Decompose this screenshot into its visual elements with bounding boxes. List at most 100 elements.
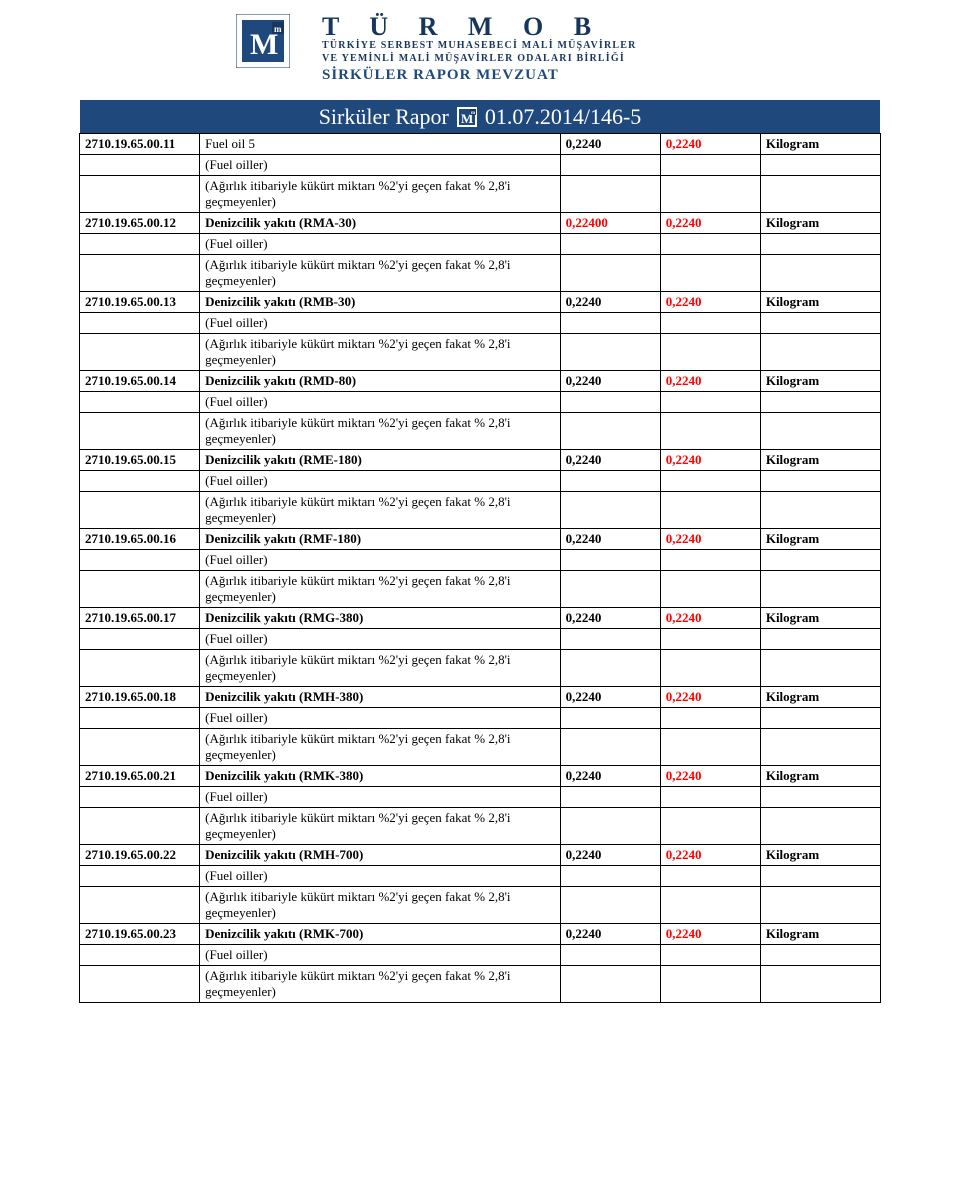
cell-code: 2710.19.65.00.18 bbox=[80, 687, 200, 708]
cell-code: 2710.19.65.00.15 bbox=[80, 450, 200, 471]
table-subrow: (Fuel oiller) bbox=[80, 866, 881, 887]
cell-empty bbox=[80, 787, 200, 808]
cell-unit: Kilogram bbox=[760, 687, 880, 708]
org-name: T Ü R M O B bbox=[322, 14, 960, 40]
cell-empty bbox=[560, 571, 660, 608]
cell-empty bbox=[80, 392, 200, 413]
cell-unit: Kilogram bbox=[760, 608, 880, 629]
table-subrow: (Ağırlık itibariyle kükürt miktarı %2'yi… bbox=[80, 255, 881, 292]
cell-empty bbox=[760, 234, 880, 255]
table-subrow: (Fuel oiller) bbox=[80, 471, 881, 492]
cell-value-2: 0,2240 bbox=[660, 766, 760, 787]
cell-empty bbox=[80, 255, 200, 292]
cell-fueloiller: (Fuel oiller) bbox=[200, 787, 560, 808]
table-subrow: (Ağırlık itibariyle kükürt miktarı %2'yi… bbox=[80, 334, 881, 371]
table-subrow: (Ağırlık itibariyle kükürt miktarı %2'yi… bbox=[80, 650, 881, 687]
cell-desc: Denizcilik yakıtı (RMK-380) bbox=[200, 766, 560, 787]
cell-note: (Ağırlık itibariyle kükürt miktarı %2'yi… bbox=[200, 887, 560, 924]
cell-value-1: 0,2240 bbox=[560, 371, 660, 392]
table-subrow: (Fuel oiller) bbox=[80, 787, 881, 808]
cell-empty bbox=[760, 808, 880, 845]
cell-empty bbox=[760, 650, 880, 687]
cell-value-1: 0,2240 bbox=[560, 766, 660, 787]
cell-empty bbox=[560, 492, 660, 529]
cell-value-2: 0,2240 bbox=[660, 687, 760, 708]
cell-desc: Denizcilik yakıtı (RMF-180) bbox=[200, 529, 560, 550]
cell-empty bbox=[560, 550, 660, 571]
cell-empty bbox=[660, 550, 760, 571]
cell-empty bbox=[560, 729, 660, 766]
table-subrow: (Ağırlık itibariyle kükürt miktarı %2'yi… bbox=[80, 808, 881, 845]
cell-empty bbox=[760, 887, 880, 924]
cell-empty bbox=[760, 787, 880, 808]
cell-desc: Denizcilik yakıtı (RMG-380) bbox=[200, 608, 560, 629]
cell-empty bbox=[760, 945, 880, 966]
cell-empty bbox=[80, 313, 200, 334]
cell-note: (Ağırlık itibariyle kükürt miktarı %2'yi… bbox=[200, 334, 560, 371]
cell-note: (Ağırlık itibariyle kükürt miktarı %2'yi… bbox=[200, 650, 560, 687]
cell-empty bbox=[760, 966, 880, 1003]
cell-empty bbox=[560, 413, 660, 450]
cell-value-1: 0,2240 bbox=[560, 608, 660, 629]
cell-desc: Denizcilik yakıtı (RMD-80) bbox=[200, 371, 560, 392]
cell-empty bbox=[760, 155, 880, 176]
cell-note: (Ağırlık itibariyle kükürt miktarı %2'yi… bbox=[200, 808, 560, 845]
cell-empty bbox=[760, 392, 880, 413]
table-subrow: (Fuel oiller) bbox=[80, 392, 881, 413]
cell-empty bbox=[760, 571, 880, 608]
cell-empty bbox=[660, 945, 760, 966]
doc-title-left: Sirküler Rapor bbox=[319, 104, 449, 130]
cell-empty bbox=[560, 392, 660, 413]
table-row: 2710.19.65.00.22Denizcilik yakıtı (RMH-7… bbox=[80, 845, 881, 866]
cell-empty bbox=[80, 471, 200, 492]
cell-fueloiller: (Fuel oiller) bbox=[200, 234, 560, 255]
cell-empty bbox=[660, 866, 760, 887]
data-table: 2710.19.65.00.11Fuel oil 50,22400,2240Ki… bbox=[79, 133, 881, 1003]
cell-value-1: 0,2240 bbox=[560, 924, 660, 945]
cell-value-1: 0,2240 bbox=[560, 134, 660, 155]
cell-value-2: 0,2240 bbox=[660, 292, 760, 313]
cell-value-1: 0,22400 bbox=[560, 213, 660, 234]
org-subtitle-2: VE YEMİNLİ MALİ MÜŞAVİRLER ODALARI BİRLİ… bbox=[322, 53, 960, 66]
table-subrow: (Fuel oiller) bbox=[80, 708, 881, 729]
cell-code: 2710.19.65.00.22 bbox=[80, 845, 200, 866]
table-subrow: (Ağırlık itibariyle kükürt miktarı %2'yi… bbox=[80, 966, 881, 1003]
cell-empty bbox=[660, 629, 760, 650]
cell-empty bbox=[760, 471, 880, 492]
cell-empty bbox=[80, 234, 200, 255]
cell-empty bbox=[760, 492, 880, 529]
cell-code: 2710.19.65.00.16 bbox=[80, 529, 200, 550]
cell-unit: Kilogram bbox=[760, 292, 880, 313]
cell-empty bbox=[80, 650, 200, 687]
cell-empty bbox=[660, 650, 760, 687]
table-subrow: (Ağırlık itibariyle kükürt miktarı %2'yi… bbox=[80, 413, 881, 450]
cell-empty bbox=[660, 413, 760, 450]
cell-empty bbox=[80, 571, 200, 608]
cell-desc: Denizcilik yakıtı (RMK-700) bbox=[200, 924, 560, 945]
cell-note: (Ağırlık itibariyle kükürt miktarı %2'yi… bbox=[200, 571, 560, 608]
cell-unit: Kilogram bbox=[760, 845, 880, 866]
cell-empty bbox=[560, 176, 660, 213]
cell-empty bbox=[80, 492, 200, 529]
cell-empty bbox=[660, 234, 760, 255]
doc-title: Sirküler Rapor M m 01.07.2014/146-5 bbox=[319, 104, 642, 130]
cell-empty bbox=[660, 334, 760, 371]
cell-empty bbox=[560, 313, 660, 334]
cell-code: 2710.19.65.00.17 bbox=[80, 608, 200, 629]
cell-unit: Kilogram bbox=[760, 450, 880, 471]
cell-empty bbox=[560, 334, 660, 371]
cell-fueloiller: (Fuel oiller) bbox=[200, 629, 560, 650]
cell-empty bbox=[80, 866, 200, 887]
cell-empty bbox=[80, 550, 200, 571]
cell-empty bbox=[660, 808, 760, 845]
table-subrow: (Ağırlık itibariyle kükürt miktarı %2'yi… bbox=[80, 176, 881, 213]
cell-empty bbox=[80, 966, 200, 1003]
org-logo-icon: M m bbox=[236, 14, 290, 68]
cell-empty bbox=[80, 155, 200, 176]
table-row: 2710.19.65.00.12Denizcilik yakıtı (RMA-3… bbox=[80, 213, 881, 234]
cell-empty bbox=[560, 471, 660, 492]
cell-empty bbox=[760, 629, 880, 650]
cell-value-2: 0,2240 bbox=[660, 134, 760, 155]
org-subtitle-1: TÜRKİYE SERBEST MUHASEBECİ MALİ MÜŞAVİRL… bbox=[322, 40, 960, 53]
cell-empty bbox=[560, 866, 660, 887]
